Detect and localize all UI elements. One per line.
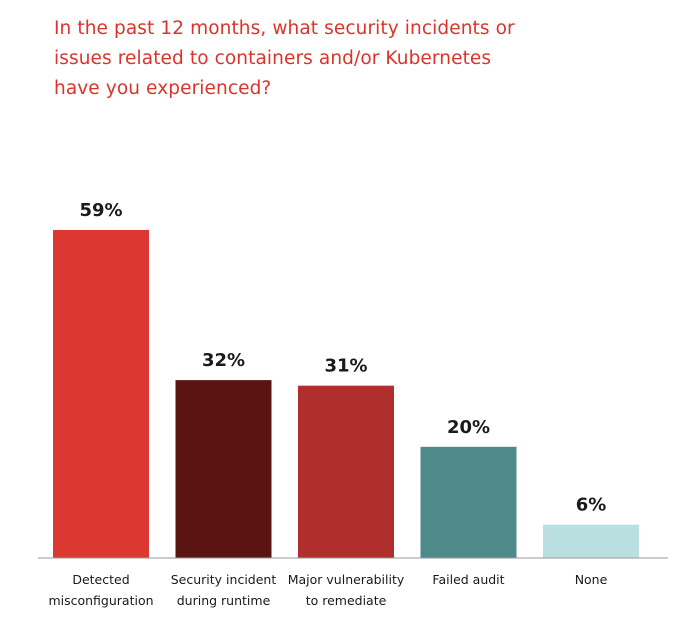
bar-3 [420, 446, 517, 558]
category-label-0-line-0: Detected [72, 572, 129, 587]
value-label-1: 32% [202, 350, 245, 371]
category-label-3-line-0: Failed audit [432, 572, 504, 587]
category-label-4-line-0: None [575, 572, 608, 587]
bar-4 [543, 524, 639, 558]
value-labels-group: 59% 32% 31% 20% 6% [79, 200, 606, 516]
value-label-4: 6% [576, 495, 607, 516]
chart-title-line-1: In the past 12 months, what security inc… [54, 18, 515, 39]
chart-title: In the past 12 months, what security inc… [54, 14, 654, 104]
bar-1 [175, 380, 272, 558]
category-labels-group: Detected misconfiguration Security inciden… [48, 572, 607, 608]
category-label-2-line-0: Major vulnerability [288, 572, 405, 587]
bar-0 [53, 230, 149, 558]
category-label-1-line-0: Security incident [171, 572, 277, 587]
category-label-2-line-1: to remediate [306, 593, 387, 608]
bars-group [53, 230, 639, 558]
chart-title-line-3: have you experienced? [54, 78, 272, 99]
category-label-0-line-1: misconfiguration [48, 593, 153, 608]
chart-title-line-2: issues related to containers and/or Kube… [54, 48, 492, 69]
value-label-2: 31% [324, 356, 367, 377]
value-label-3: 20% [447, 417, 490, 438]
value-label-0: 59% [79, 200, 122, 221]
bar-2 [298, 385, 394, 558]
category-label-1-line-1: during runtime [177, 593, 271, 608]
